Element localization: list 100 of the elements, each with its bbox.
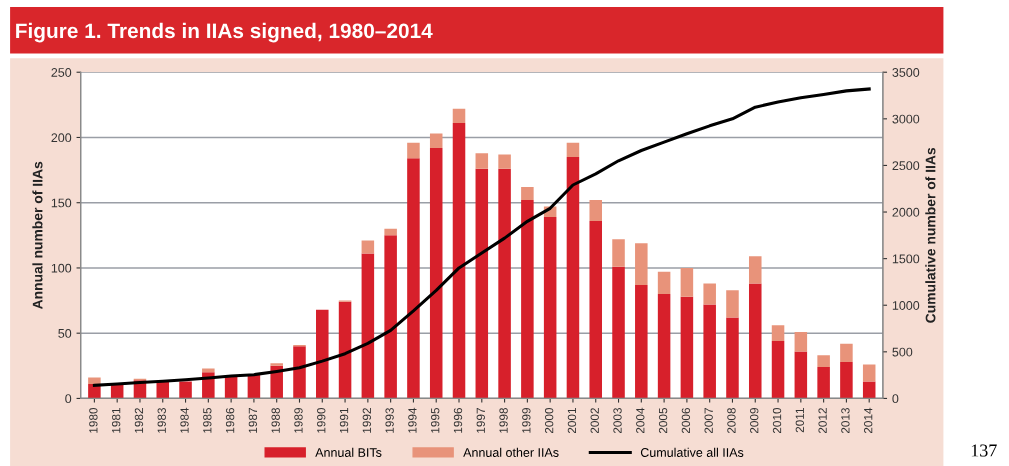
- legend-label: Cumulative all IIAs: [640, 447, 744, 457]
- y2-tick-label: 500: [892, 347, 913, 357]
- bar: [771, 325, 785, 342]
- bar: [270, 363, 283, 366]
- bar: [475, 168, 489, 399]
- x-tick-label: 1980: [89, 407, 98, 433]
- x-tick-label: 1982: [134, 408, 144, 433]
- legend-label: Annual other IIAs: [463, 447, 559, 457]
- bar: [407, 158, 420, 399]
- bar: [680, 296, 694, 399]
- bar: [862, 364, 876, 382]
- y-tick-label: 150: [51, 198, 72, 208]
- bar: [680, 267, 694, 297]
- x-tick-label: 2011: [795, 408, 805, 433]
- bar: [748, 256, 762, 284]
- bar: [384, 228, 397, 236]
- y2-tick-label: 1000: [892, 301, 920, 310]
- y2-tick-label: 3000: [892, 114, 920, 124]
- bar: [88, 377, 101, 385]
- x-tick-label: 2007: [704, 408, 713, 434]
- bar: [521, 187, 534, 201]
- bar: [407, 142, 420, 159]
- bar: [840, 361, 853, 399]
- bar: [817, 367, 830, 399]
- x-tick-label: 1988: [271, 407, 280, 433]
- bar: [475, 153, 489, 169]
- x-tick-label: 2003: [613, 407, 622, 434]
- bar: [361, 240, 375, 254]
- x-tick-label: 2005: [658, 407, 668, 434]
- bar: [726, 290, 739, 318]
- bar: [179, 381, 192, 399]
- x-tick-label: 1993: [385, 407, 394, 433]
- x-tick-label: 2002: [590, 408, 599, 434]
- x-tick-label: 1996: [453, 407, 463, 433]
- bar: [361, 253, 375, 399]
- bar: [612, 239, 625, 267]
- bar: [703, 304, 716, 399]
- x-tick-label: 1992: [362, 408, 372, 433]
- bar: [566, 142, 580, 158]
- bar: [452, 108, 466, 124]
- y-tick-label: 200: [51, 133, 72, 143]
- bar: [498, 154, 511, 169]
- x-tick-label: 1984: [180, 407, 189, 433]
- x-tick-label: 1987: [248, 408, 258, 433]
- x-tick-label: 1991: [339, 408, 349, 433]
- y-tick-label: 0: [65, 394, 72, 404]
- bar: [794, 331, 808, 352]
- x-tick-label: 2010: [772, 407, 782, 434]
- bar: [429, 147, 443, 399]
- y2-tick-label: 2000: [892, 207, 920, 217]
- y2-tick-label: 0: [892, 394, 899, 404]
- bar: [794, 351, 808, 399]
- bar: [521, 200, 534, 399]
- bar: [429, 133, 443, 148]
- x-tick-label: 2014: [864, 407, 873, 434]
- bar: [293, 346, 306, 399]
- x-tick-label: 2001: [567, 408, 577, 434]
- x-tick-label: 1998: [499, 407, 508, 433]
- x-tick-label: 2008: [727, 407, 736, 434]
- y2-tick-label: 3500: [892, 68, 920, 77]
- bar: [566, 157, 580, 399]
- bar: [726, 317, 739, 399]
- bar: [657, 294, 671, 399]
- x-tick-label: 1997: [476, 408, 485, 433]
- x-tick-label: 1995: [431, 407, 440, 433]
- y-tick-label: 250: [51, 68, 72, 77]
- bar: [771, 341, 785, 399]
- bar: [703, 283, 716, 305]
- text: 137: [971, 444, 997, 457]
- chart-title: Figure 1. Trends in IIAs signed, 1980–2014: [16, 22, 433, 43]
- y-tick-label: 100: [51, 263, 72, 273]
- bar: [247, 374, 261, 399]
- bar: [748, 283, 762, 399]
- y2-tick-label: 2500: [892, 161, 920, 171]
- x-tick-label: 1985: [203, 407, 212, 433]
- bar: [452, 123, 466, 399]
- y-axis-title: Annual number of IIAs: [32, 161, 43, 310]
- x-tick-label: 2004: [636, 407, 645, 434]
- bar: [612, 266, 625, 399]
- bar: [338, 301, 352, 399]
- x-tick-label: 2006: [681, 407, 691, 434]
- x-tick-label: 1989: [294, 408, 303, 433]
- bar: [589, 200, 603, 221]
- x-tick-label: 1981: [111, 408, 121, 433]
- x-tick-label: 1986: [225, 407, 235, 433]
- line-series: [92, 87, 871, 387]
- bar: [657, 271, 671, 295]
- bar: [384, 235, 397, 399]
- legend-label: Annual BITs: [315, 447, 382, 457]
- x-tick-label: 1983: [157, 407, 166, 433]
- bar: [498, 168, 511, 399]
- x-tick-label: 2012: [818, 408, 827, 434]
- bar: [589, 220, 603, 399]
- y-tick-label: 50: [58, 328, 72, 338]
- x-tick-label: 2013: [841, 407, 850, 434]
- x-tick-label: 1994: [408, 407, 417, 433]
- y2-axis-title: Cumulative number of IIAs: [925, 147, 936, 323]
- x-tick-label: 2009: [750, 408, 759, 434]
- bar: [202, 368, 215, 373]
- x-tick-label: 1999: [522, 408, 531, 433]
